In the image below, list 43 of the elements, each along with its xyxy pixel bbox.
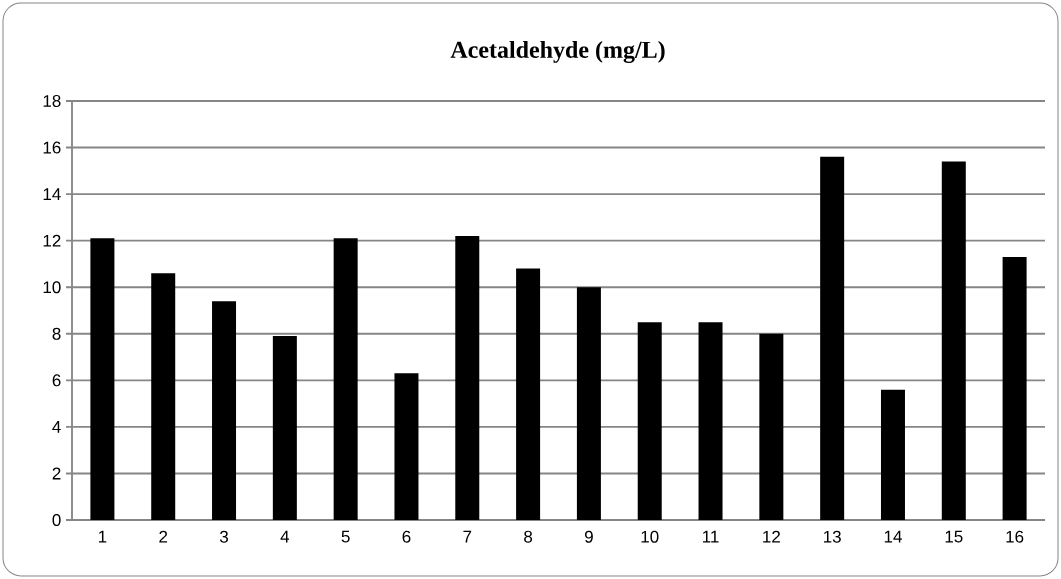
x-tick-label: 4 [280, 530, 290, 543]
bar [637, 322, 662, 520]
bar [820, 156, 845, 520]
y-tick-label: 16 [43, 141, 61, 154]
y-tick-label: 0 [52, 513, 61, 527]
x-tick-label: 5 [341, 530, 350, 543]
bar [151, 273, 176, 520]
bar [880, 389, 905, 520]
x-tick-label: 9 [584, 530, 593, 543]
x-tick-label: 16 [1006, 530, 1024, 543]
bar [455, 236, 480, 520]
bar [576, 287, 601, 520]
bar [272, 336, 297, 520]
bar [212, 301, 237, 520]
y-tick-label: 18 [43, 94, 61, 108]
x-tick-label: 10 [641, 530, 659, 543]
bar [759, 333, 784, 520]
bar [394, 373, 419, 520]
bar [90, 238, 115, 520]
x-tick-label: 6 [402, 530, 411, 543]
y-tick-label: 2 [52, 467, 61, 480]
y-tick-label: 12 [43, 234, 61, 247]
x-tick-label: 14 [884, 530, 902, 543]
bar [698, 322, 723, 520]
bar [941, 161, 966, 520]
x-tick-label: 3 [219, 530, 228, 543]
x-tick-label: 15 [945, 530, 963, 543]
y-tick-label: 14 [43, 188, 61, 200]
y-tick-label: 4 [52, 421, 61, 433]
x-tick-label: 8 [524, 530, 533, 543]
bar [1002, 256, 1027, 520]
x-tick-label: 11 [703, 530, 719, 543]
chart-title: Acetaldehyde (mg/L) [450, 41, 665, 63]
x-tick-label: 1 [98, 530, 107, 543]
x-tick-label: 2 [159, 530, 168, 543]
y-tick-label: 6 [52, 374, 61, 387]
y-tick-label: 8 [52, 327, 61, 340]
x-tick-label: 12 [763, 530, 780, 543]
y-tick-label: 10 [43, 281, 61, 294]
bar [333, 238, 358, 520]
bar [516, 268, 541, 520]
x-tick-label: 7 [463, 530, 472, 543]
x-tick-label: 13 [824, 530, 841, 543]
